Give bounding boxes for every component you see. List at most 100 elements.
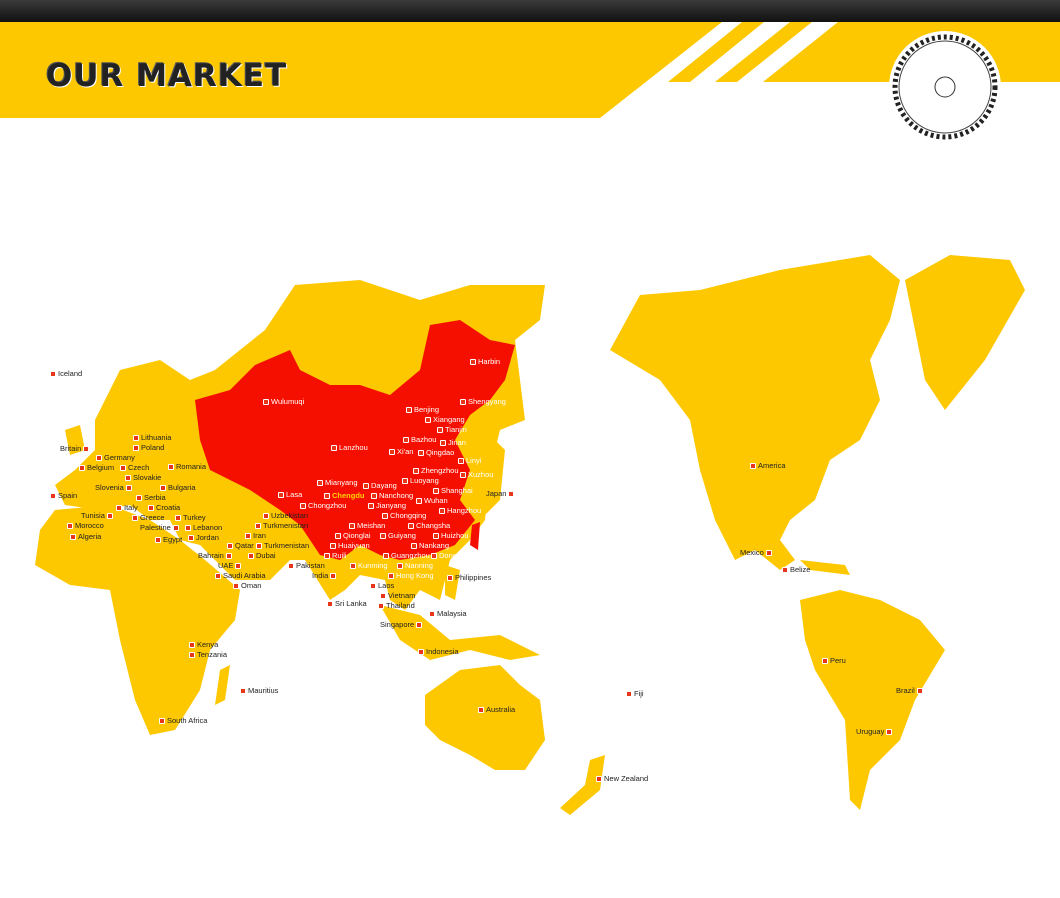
location-flag-icon [371, 492, 377, 499]
market-label: Serbia [136, 493, 166, 502]
location-flag-icon [397, 562, 403, 569]
market-label: Tianjin [437, 425, 467, 434]
location-flag-icon [416, 497, 422, 504]
market-label: Lasa [278, 490, 302, 499]
location-flag-icon [388, 572, 394, 579]
location-flag-icon [215, 572, 221, 579]
location-flag-icon [380, 532, 386, 539]
taiwan [470, 522, 480, 550]
market-label: Malaysia [429, 609, 467, 618]
location-flag-icon [765, 549, 772, 556]
market-name: Dayang [371, 481, 397, 490]
market-label: Saudi Arabia [215, 571, 266, 580]
market-name: Nanning [405, 561, 433, 570]
location-flag-icon [263, 398, 269, 405]
market-label: Germany [96, 453, 135, 462]
market-label: Bazhou [403, 435, 436, 444]
location-flag-icon [79, 464, 85, 471]
market-name: Tianjin [445, 425, 467, 434]
market-name: Dubai [256, 551, 276, 560]
caribbean [800, 560, 850, 575]
market-label: Lanzhou [331, 443, 368, 452]
location-flag-icon [327, 600, 333, 607]
market-name: Chengdu [332, 491, 365, 500]
market-label: Qionglai [335, 531, 371, 540]
market-label: Croatia [148, 503, 180, 512]
market-label: Guiyang [380, 531, 416, 540]
location-flag-icon [916, 687, 923, 694]
location-flag-icon [240, 687, 246, 694]
location-flag-icon [278, 491, 284, 498]
market-label: Jordan [188, 533, 219, 542]
market-label: Bahrain [198, 551, 232, 560]
market-label: Turkmenistan [255, 521, 308, 530]
market-label: Philippines [447, 573, 491, 582]
market-label: Harbin [470, 357, 500, 366]
market-label: Mianyang [317, 478, 358, 487]
market-label: Jianyang [368, 501, 406, 510]
market-label: Belgium [79, 463, 114, 472]
market-label: Shanghai [433, 486, 473, 495]
location-flag-icon [368, 502, 374, 509]
market-name: Brazil [896, 686, 915, 695]
market-name: Tenzania [197, 650, 228, 659]
location-flag-icon [383, 552, 389, 559]
location-flag-icon [155, 536, 161, 543]
market-label: Xiangang [425, 415, 465, 424]
location-flag-icon [50, 492, 56, 499]
location-flag-icon [160, 484, 166, 491]
market-name: Turkmenistan [263, 521, 309, 530]
market-label: Oman [233, 581, 261, 590]
market-label: Meishan [349, 521, 385, 530]
market-label: Zhengzhou [413, 466, 459, 475]
saw-blade-icon [889, 31, 1001, 143]
market-name: Bazhou [411, 435, 437, 444]
market-label: Spain [50, 491, 77, 500]
location-flag-icon [382, 512, 388, 519]
location-flag-icon [324, 492, 330, 499]
market-name: Turkey [183, 513, 206, 522]
market-label: Jinan [440, 438, 466, 447]
location-flag-icon [168, 463, 174, 470]
market-label: Xuzhou [460, 470, 493, 479]
market-label: Turkmenistan [256, 541, 309, 550]
market-label: Ruili [324, 551, 347, 560]
market-name: Huizhou [441, 531, 469, 540]
market-label: Algeria [70, 532, 101, 541]
location-flag-icon [116, 504, 122, 511]
location-flag-icon [263, 512, 269, 519]
market-name: Laos [378, 581, 395, 590]
market-name: Nankang [419, 541, 450, 550]
market-name: UAE [218, 561, 234, 570]
market-label: Fiji [626, 689, 644, 698]
market-label: Changsha [408, 521, 450, 530]
market-name: Greece [140, 513, 165, 522]
location-flag-icon [185, 524, 191, 531]
location-flag-icon [478, 706, 484, 713]
location-flag-icon [225, 552, 232, 559]
market-label: India [312, 571, 337, 580]
location-flag-icon [411, 542, 417, 549]
market-label: Dubai [248, 551, 276, 560]
location-flag-icon [136, 494, 142, 501]
market-name: Algeria [78, 532, 102, 541]
market-label: Huaiyuan [330, 541, 370, 550]
location-flag-icon [189, 651, 195, 658]
britain [65, 425, 85, 455]
location-flag-icon [335, 532, 341, 539]
location-flag-icon [437, 426, 443, 433]
location-flag-icon [317, 479, 323, 486]
market-name: Shengyang [468, 397, 506, 406]
location-flag-icon [886, 728, 893, 735]
location-flag-icon [782, 566, 788, 573]
location-flag-icon [413, 467, 419, 474]
market-name: Nanchong [379, 491, 414, 500]
market-label: Mexico [740, 548, 772, 557]
location-flag-icon [350, 562, 356, 569]
market-name: Jordan [196, 533, 219, 542]
market-label: Uzbekistan [263, 511, 308, 520]
market-label: Dayang [363, 481, 397, 490]
top-bar [0, 0, 1060, 22]
page-title: OUR MARKET [46, 58, 288, 94]
madagascar [215, 665, 230, 705]
